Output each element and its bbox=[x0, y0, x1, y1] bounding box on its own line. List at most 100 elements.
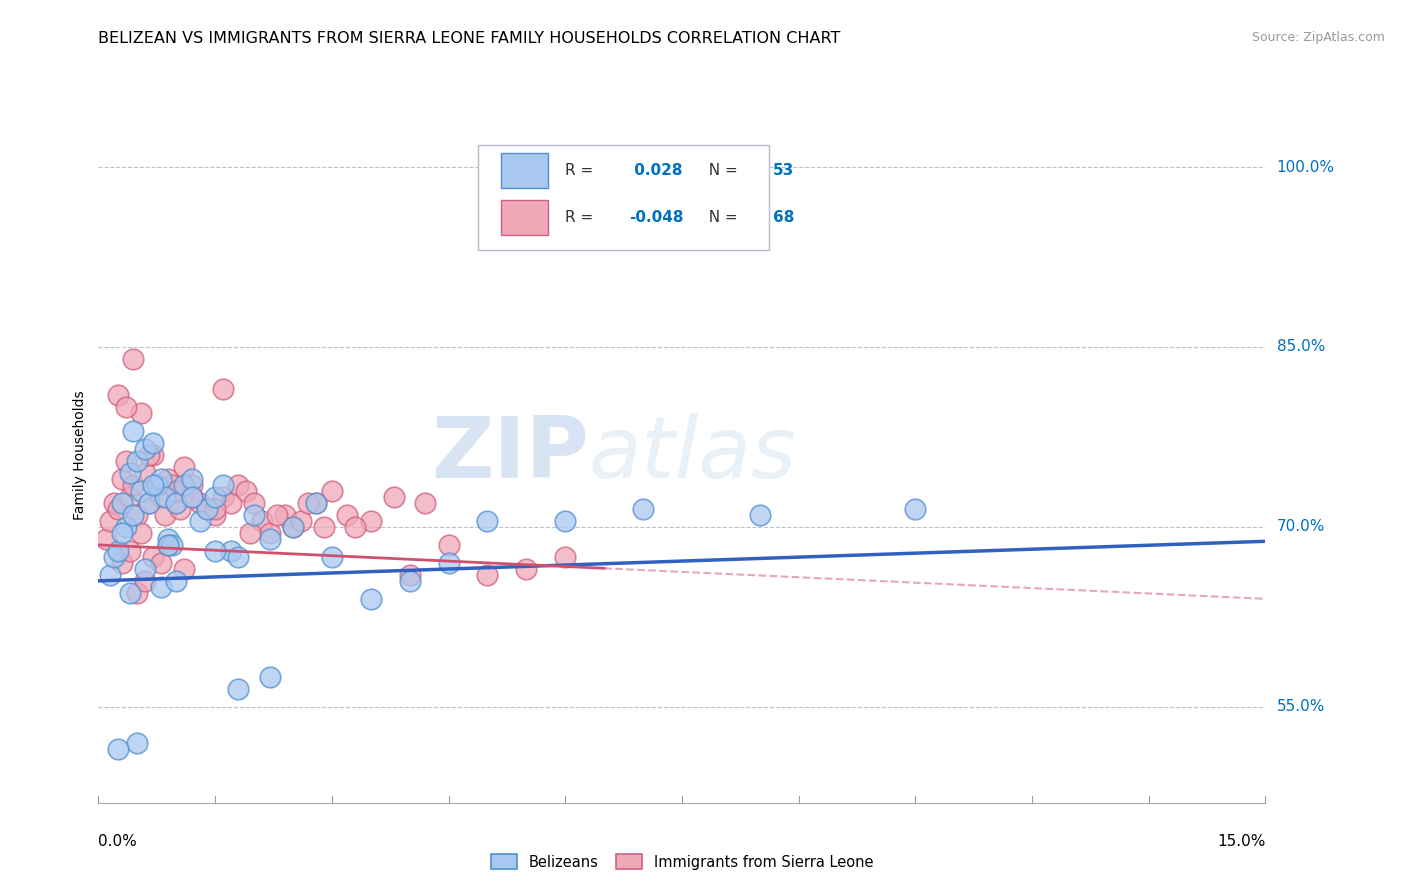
Point bbox=[188, 514, 211, 528]
Point bbox=[142, 448, 165, 462]
Point bbox=[157, 538, 180, 552]
Text: 55.0%: 55.0% bbox=[1277, 699, 1324, 714]
Point bbox=[127, 454, 149, 468]
Point bbox=[142, 436, 165, 450]
Point bbox=[219, 544, 242, 558]
Point bbox=[204, 502, 226, 516]
Text: 0.0%: 0.0% bbox=[98, 834, 138, 849]
Point bbox=[162, 538, 184, 552]
Point bbox=[195, 502, 218, 516]
Point bbox=[180, 490, 202, 504]
Point bbox=[127, 508, 149, 522]
Point bbox=[146, 478, 169, 492]
Text: atlas: atlas bbox=[589, 413, 797, 497]
Point bbox=[134, 562, 156, 576]
Point bbox=[212, 382, 235, 396]
Point bbox=[114, 520, 136, 534]
Point bbox=[204, 544, 226, 558]
Point bbox=[195, 502, 218, 516]
Point bbox=[138, 496, 160, 510]
Text: ZIP: ZIP bbox=[430, 413, 589, 497]
Point bbox=[111, 496, 134, 510]
FancyBboxPatch shape bbox=[478, 145, 769, 250]
Point bbox=[149, 556, 172, 570]
Point bbox=[122, 351, 145, 366]
Point bbox=[111, 472, 134, 486]
Point bbox=[228, 478, 250, 492]
Text: R =: R = bbox=[565, 210, 599, 225]
Point bbox=[165, 496, 187, 510]
Point bbox=[266, 508, 288, 522]
Text: 100.0%: 100.0% bbox=[1277, 160, 1334, 175]
Point bbox=[134, 442, 156, 456]
Point bbox=[118, 466, 141, 480]
Point bbox=[153, 508, 176, 522]
Point bbox=[149, 580, 172, 594]
Y-axis label: Family Households: Family Households bbox=[73, 390, 87, 520]
Point bbox=[129, 525, 152, 540]
Point bbox=[107, 544, 129, 558]
Point bbox=[204, 508, 226, 522]
Point bbox=[228, 549, 250, 564]
Point bbox=[631, 502, 654, 516]
Text: 68: 68 bbox=[773, 210, 794, 225]
Point bbox=[437, 556, 460, 570]
Point bbox=[118, 586, 141, 600]
Point bbox=[157, 538, 180, 552]
Point bbox=[554, 514, 576, 528]
Text: N =: N = bbox=[699, 210, 742, 225]
Point bbox=[398, 567, 420, 582]
Point bbox=[336, 508, 359, 522]
Point bbox=[165, 496, 187, 510]
Point bbox=[114, 454, 136, 468]
Point bbox=[554, 549, 576, 564]
Point bbox=[142, 478, 165, 492]
Text: Source: ZipAtlas.com: Source: ZipAtlas.com bbox=[1251, 31, 1385, 45]
Point bbox=[274, 508, 297, 522]
Point bbox=[904, 502, 927, 516]
Point bbox=[180, 472, 202, 486]
Point bbox=[149, 472, 172, 486]
Point bbox=[297, 496, 319, 510]
Point bbox=[180, 490, 202, 504]
Point bbox=[173, 478, 195, 492]
Point bbox=[127, 586, 149, 600]
Point bbox=[228, 681, 250, 696]
Text: 15.0%: 15.0% bbox=[1218, 834, 1265, 849]
Point bbox=[138, 496, 160, 510]
Point bbox=[114, 400, 136, 414]
Point bbox=[96, 532, 118, 546]
Point bbox=[259, 670, 281, 684]
Point bbox=[748, 508, 770, 522]
Point bbox=[103, 549, 125, 564]
Point bbox=[212, 478, 235, 492]
Point bbox=[157, 532, 180, 546]
Point bbox=[107, 388, 129, 402]
Point bbox=[98, 567, 121, 582]
Point bbox=[122, 478, 145, 492]
Point bbox=[281, 520, 304, 534]
Point bbox=[165, 574, 187, 588]
Bar bbox=[501, 153, 548, 187]
Point bbox=[204, 490, 226, 504]
Point bbox=[515, 562, 537, 576]
Point bbox=[107, 741, 129, 756]
Point bbox=[98, 514, 121, 528]
Point bbox=[321, 549, 343, 564]
Point bbox=[360, 591, 382, 606]
Point bbox=[142, 549, 165, 564]
Point bbox=[153, 490, 176, 504]
Text: R =: R = bbox=[565, 163, 599, 178]
Point bbox=[290, 514, 312, 528]
Point bbox=[122, 508, 145, 522]
Legend: Belizeans, Immigrants from Sierra Leone: Belizeans, Immigrants from Sierra Leone bbox=[485, 848, 879, 876]
Point bbox=[212, 490, 235, 504]
Point bbox=[127, 736, 149, 750]
Point bbox=[188, 496, 211, 510]
Point bbox=[169, 502, 191, 516]
Text: -0.048: -0.048 bbox=[630, 210, 683, 225]
Text: 0.028: 0.028 bbox=[630, 163, 683, 178]
Point bbox=[111, 525, 134, 540]
Point bbox=[180, 478, 202, 492]
Point bbox=[118, 490, 141, 504]
